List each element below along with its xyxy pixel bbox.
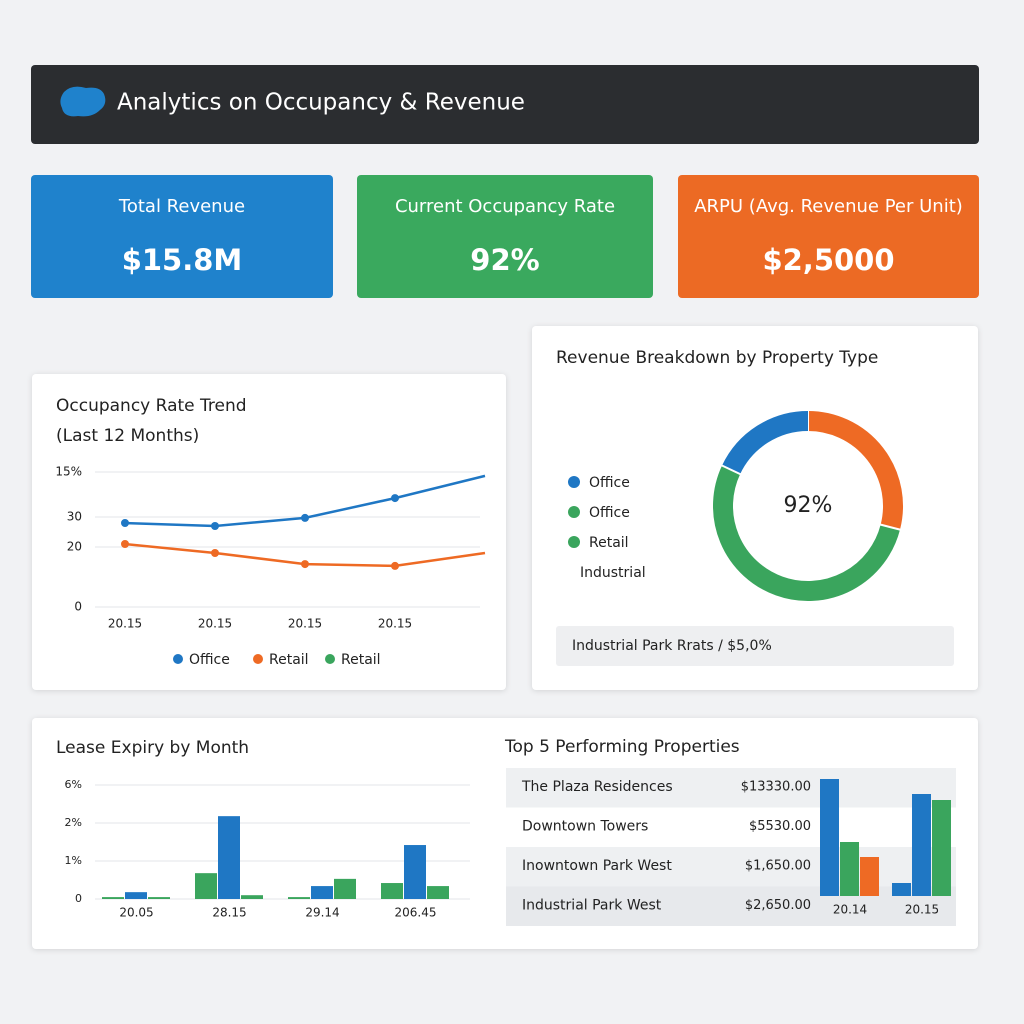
property-revenue: $2,650.00 [745, 898, 811, 913]
legend-marker [568, 506, 580, 518]
legend-label: Office [189, 652, 230, 668]
kpi-card [357, 175, 653, 298]
y-tick-label: 6% [65, 778, 82, 791]
bar [892, 883, 911, 896]
property-name: The Plaza Residences [521, 779, 673, 795]
donut-segment [807, 411, 903, 530]
point [121, 540, 129, 548]
point [121, 519, 129, 527]
bar [241, 895, 263, 899]
point [211, 549, 219, 557]
x-tick-label: 20.15 [108, 617, 142, 631]
kpi-label: Total Revenue [118, 196, 245, 217]
note-box [556, 626, 954, 666]
bar [218, 816, 240, 899]
x-tick-label: 28.15 [212, 906, 246, 920]
property-name: Inowntown Park West [522, 858, 672, 874]
chart-subtitle: (Last 12 Months) [56, 426, 199, 446]
legend-marker [325, 654, 335, 664]
table-title: Top 5 Performing Properties [504, 737, 740, 757]
kpi-value: $15.8M [122, 243, 243, 277]
legend-label: Office [589, 505, 630, 521]
x-tick-label: 20.15 [288, 617, 322, 631]
property-name: Industrial Park West [522, 898, 662, 914]
legend-label: Retail [589, 535, 629, 551]
property-revenue: $13330.00 [741, 780, 811, 795]
segment-divider [720, 464, 742, 476]
kpi-label: ARPU (Avg. Revenue Per Unit) [694, 196, 963, 217]
legend-label: Office [589, 475, 630, 491]
legend-marker [568, 536, 580, 548]
kpi-value: $2,5000 [762, 243, 894, 277]
kpi-value: 92% [470, 243, 539, 277]
header-title: Analytics on Occupancy & Revenue [117, 90, 525, 116]
y-tick-label: 30 [67, 510, 82, 524]
x-tick-label: 20.15 [905, 903, 939, 917]
bar [912, 794, 931, 896]
x-tick-label: 20.05 [119, 906, 153, 920]
center-label: 92% [784, 493, 833, 518]
legend-label: Industrial [580, 565, 646, 581]
x-tick-label: 29.14 [305, 906, 339, 920]
x-tick-label: 20.15 [198, 617, 232, 631]
bar [334, 878, 356, 899]
y-tick-label: 0 [75, 892, 82, 905]
bar [820, 779, 839, 896]
bar [102, 897, 124, 899]
bar [148, 897, 170, 899]
property-revenue: $1,650.00 [745, 859, 811, 874]
x-tick-label: 20.15 [378, 617, 412, 631]
point [301, 513, 309, 522]
donut-segment [713, 465, 901, 601]
table-row [506, 768, 956, 808]
header-bar [31, 65, 979, 144]
kpi-card [678, 175, 979, 298]
bar [381, 883, 403, 899]
segment-divider [879, 523, 902, 531]
bar [288, 897, 310, 899]
kpi-card [31, 175, 333, 298]
bar [195, 873, 217, 899]
point [391, 561, 399, 570]
property-revenue: $5530.00 [749, 819, 811, 834]
donut-segment [722, 411, 809, 475]
bar [125, 892, 147, 899]
card [32, 374, 506, 690]
property-name: Downtown Towers [522, 819, 648, 835]
bar [840, 842, 859, 896]
chart-title: Revenue Breakdown by Property Type [556, 348, 878, 368]
y-tick-label: 1% [65, 854, 82, 867]
card [532, 326, 978, 690]
chart-title: Lease Expiry by Month [56, 738, 249, 758]
note: Industrial Park Rrats / $5,0% [572, 638, 772, 654]
point [391, 494, 399, 503]
y-tick-label: 15% [55, 465, 82, 479]
bar [404, 845, 426, 899]
kpi-label: Current Occupancy Rate [395, 196, 615, 217]
point [211, 522, 219, 530]
bar [932, 800, 951, 896]
x-tick-label: 20.14 [833, 903, 867, 917]
legend-marker [253, 654, 263, 664]
table-row [506, 886, 956, 926]
bar [427, 886, 449, 899]
logo [60, 86, 106, 117]
table-row [506, 807, 956, 847]
bar [311, 886, 333, 899]
legend-label: Retail [269, 652, 309, 668]
y-tick-label: 20 [67, 540, 82, 554]
chart-title: Occupancy Rate Trend [56, 396, 247, 416]
y-tick-label: 0 [74, 600, 82, 614]
x-tick-label: 206.45 [395, 906, 437, 920]
legend-label: Retail [341, 652, 381, 668]
legend-marker [173, 654, 183, 664]
y-tick-label: 2% [65, 816, 82, 829]
legend-marker [568, 476, 580, 488]
point [301, 560, 309, 569]
bar [860, 857, 879, 896]
table-row [506, 847, 956, 887]
